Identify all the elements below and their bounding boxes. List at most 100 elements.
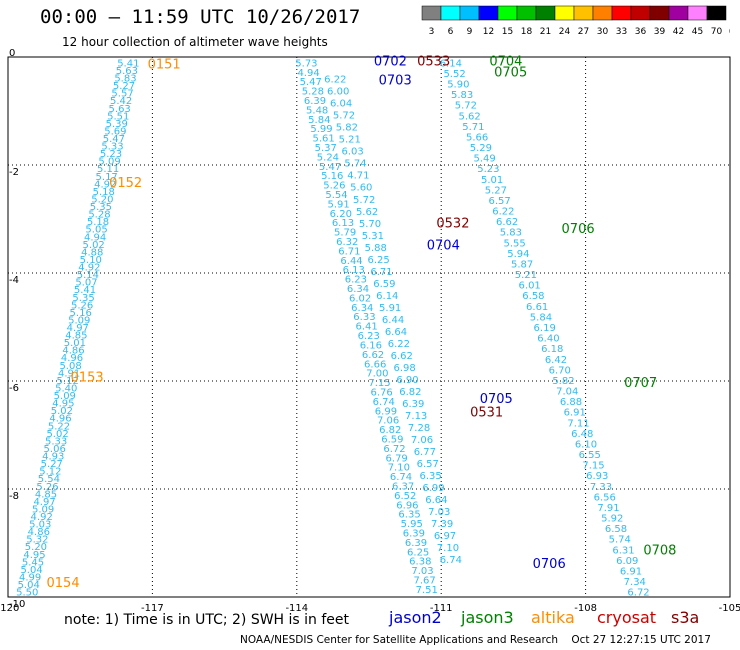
swh-value: 5.12	[57, 376, 79, 387]
swh-value: 5.33	[101, 142, 123, 153]
swh-value: 6.35	[398, 510, 420, 521]
colorbar-label: (ft)	[729, 27, 730, 37]
swh-value: 5.07	[75, 278, 97, 289]
swh-value: 6.00	[327, 87, 349, 98]
satellite-legend-cryosat: cryosat	[597, 608, 657, 627]
colorbar-label: 70	[711, 27, 723, 37]
pass-label: 0705	[480, 392, 513, 407]
swh-value: 6.71	[370, 267, 392, 278]
swh-value: 5.01	[481, 175, 503, 186]
y-tick-label: -6	[9, 383, 19, 394]
satellite-legend-jason2: jason2	[389, 608, 442, 627]
swh-value: 5.21	[515, 270, 537, 281]
swh-value: 6.66	[364, 359, 386, 370]
swh-value: 7.13	[405, 411, 427, 422]
swh-value: 6.72	[383, 444, 405, 455]
swh-value: 4.86	[28, 527, 50, 538]
x-tick-label: -111	[430, 603, 453, 614]
swh-value: 5.50	[16, 588, 38, 599]
swh-value: 5.09	[68, 315, 90, 326]
swh-value: 5.52	[443, 69, 465, 80]
swh-value: 6.42	[545, 355, 567, 366]
swh-value: 5.02	[46, 429, 68, 440]
colorbar-label: 15	[502, 27, 513, 37]
swh-value: 4.91	[58, 368, 80, 379]
swh-value: 5.73	[295, 58, 317, 69]
swh-value: 4.92	[78, 263, 100, 274]
swh-value: 4.96	[49, 414, 71, 425]
swh-value: 5.45	[22, 557, 44, 568]
swh-value: 6.62	[391, 351, 413, 362]
swh-value: 5.83	[500, 228, 522, 239]
swh-value: 5.32	[26, 535, 48, 546]
credit-line: NOAA/NESDIS Center for Satellite Applica…	[240, 634, 711, 646]
swh-value: 5.02	[51, 406, 73, 417]
swh-value: 5.29	[470, 143, 492, 154]
colorbar-label: 33	[616, 27, 627, 37]
swh-value: 6.02	[349, 293, 371, 304]
swh-value: 6.40	[537, 334, 559, 345]
swh-value: 5.82	[552, 376, 574, 387]
swh-value: 5.17	[96, 172, 118, 183]
swh-value: 4.97	[67, 323, 89, 334]
swh-value: 6.57	[489, 196, 511, 207]
swh-value: 5.03	[29, 520, 51, 531]
swh-value: 5.69	[104, 126, 126, 137]
swh-value: 7.03	[428, 507, 450, 518]
swh-value: 5.47	[319, 162, 341, 173]
swh-value: 5.83	[451, 90, 473, 101]
swh-value: 4.94	[297, 68, 319, 79]
swh-value: 5.83	[114, 74, 136, 85]
colorbar-label: 27	[578, 27, 589, 37]
swh-value: 5.16	[70, 308, 92, 319]
swh-value: 7.15	[582, 461, 604, 472]
swh-value: 6.97	[434, 531, 456, 542]
swh-value: 5.35	[72, 293, 94, 304]
swh-value: 5.24	[317, 152, 339, 163]
swh-value: 5.27	[113, 81, 135, 92]
swh-value: 5.94	[507, 249, 529, 260]
swh-value: 6.62	[496, 217, 518, 228]
swh-value: 6.25	[407, 547, 429, 558]
swh-value: 4.85	[65, 331, 87, 342]
swh-value: 7.11	[567, 418, 589, 429]
swh-value: 5.74	[344, 159, 366, 170]
swh-value: 6.32	[336, 237, 358, 248]
swh-value: 6.37	[392, 481, 414, 492]
swh-value: 6.74	[373, 397, 395, 408]
y-tick-label: 0	[9, 48, 15, 59]
swh-value: 5.54	[38, 474, 60, 485]
swh-value: 6.23	[358, 331, 380, 342]
swh-value: 6.13	[332, 218, 354, 229]
colorbar-label: 36	[635, 27, 647, 37]
satellite-legend-s3a: s3a	[671, 608, 700, 627]
swh-value: 6.39	[402, 399, 424, 410]
swh-value: 6.58	[605, 524, 627, 535]
swh-value: 5.23	[100, 149, 122, 160]
swh-value: 4.88	[81, 247, 103, 258]
swh-value: 6.74	[440, 555, 462, 566]
swh-value: 5.54	[325, 190, 347, 201]
swh-value: 5.88	[365, 243, 387, 254]
swh-value: 6.88	[560, 397, 582, 408]
swh-value: 6.16	[360, 340, 382, 351]
swh-value: 6.79	[386, 453, 408, 464]
pass-label: 0533	[417, 55, 450, 70]
swh-value: 5.18	[87, 217, 109, 228]
swh-value: 5.20	[91, 194, 113, 205]
plot-frame	[7, 56, 731, 598]
colorbar-label: 18	[521, 27, 533, 37]
swh-value: 6.14	[440, 58, 462, 69]
swh-value: 5.08	[59, 361, 81, 372]
swh-value: 5.72	[353, 195, 375, 206]
swh-value: 7.06	[377, 416, 399, 427]
swh-value: 6.59	[373, 279, 395, 290]
colorbar-label: 21	[540, 27, 551, 37]
swh-value: 5.79	[334, 228, 356, 239]
swh-value: 6.98	[393, 363, 415, 374]
swh-value: 6.04	[330, 99, 352, 110]
y-tick-label: -8	[9, 491, 19, 502]
chart-subtitle: 12 hour collection of altimeter wave hei…	[62, 35, 328, 49]
swh-value: 6.22	[492, 207, 514, 218]
